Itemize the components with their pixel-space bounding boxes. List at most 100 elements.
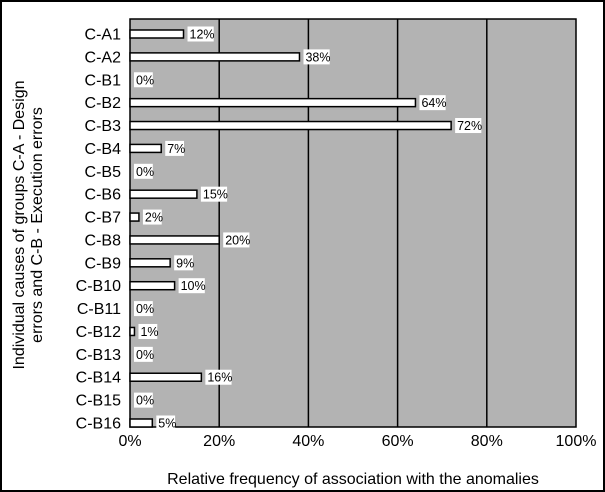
data-label-text: 10% [181,279,206,293]
plot-area [129,18,577,428]
gridlines [218,19,488,427]
data-label-box [134,72,153,88]
data-label-text: 0% [136,302,154,316]
data-label: 20% [223,232,250,248]
category-label: C-B4 [85,141,122,158]
category-label: C-A1 [85,27,122,44]
data-label-text: 15% [203,188,228,202]
data-label-text: 0% [136,73,154,87]
data-label-box [134,301,153,317]
category-label: C-B3 [85,118,122,135]
category-label: C-B14 [76,370,121,387]
bar [129,97,417,108]
data-label-text: 9% [176,256,194,270]
data-label: 0% [134,346,154,362]
category-label: C-B11 [77,301,121,318]
data-label-text: 12% [190,28,215,42]
category-label: C-B2 [85,95,122,112]
data-label-box [200,186,228,202]
category-label: C-B5 [85,164,122,181]
y-axis-title-line-1: Individual causes of groups C-A - Design [11,80,28,369]
data-label: 7% [165,140,185,156]
bar [129,143,162,154]
data-label: 72% [455,118,482,134]
data-label-text: 5% [158,417,176,431]
data-label-box [134,392,153,408]
data-label-box [142,209,162,225]
data-label-text: 16% [207,371,232,385]
data-label: 5% [156,415,176,431]
x-tick-label: 100% [556,433,597,450]
data-label: 0% [134,301,154,317]
data-label: 0% [134,163,154,179]
category-label: C-B9 [85,255,122,272]
y-axis-title: Individual causes of groups C-A - Design… [11,80,46,369]
data-labels: 12% 38% 0% 64% 72% 7% 0% 15% 2% 20% 9% 10% 0% 1% 0% 16%… [134,26,482,431]
data-label-text: 2% [145,211,163,225]
data-label: 9% [174,255,194,271]
data-label-text: 7% [167,142,185,156]
data-label: 15% [200,186,228,202]
bar [129,418,154,428]
bar [129,212,140,222]
data-label: 10% [178,278,206,294]
data-label: 0% [134,72,154,88]
bar [129,326,136,337]
category-label: C-B12 [76,324,121,341]
data-label: 64% [419,95,446,111]
category-label: C-B16 [76,416,121,433]
data-label-text: 38% [305,50,330,64]
x-tick-labels: 0% 20% 40% 60% 80% 100% [118,433,596,450]
x-tick-label: 20% [203,433,235,450]
data-label-text: 20% [225,233,250,247]
category-label: C-B7 [85,210,122,227]
category-label: C-B1 [85,72,122,89]
category-label: C-B6 [85,187,122,204]
category-label: C-B15 [76,393,121,410]
data-label-text: 0% [136,348,154,362]
category-label: C-B8 [85,232,122,249]
x-axis-title: Relative frequency of association with t… [167,471,539,488]
data-label: 1% [138,323,159,339]
data-label: 0% [134,392,154,408]
data-label: 38% [303,49,331,65]
bar [129,235,220,245]
data-label-box [303,49,330,65]
data-label-text: 0% [136,165,154,179]
x-tick-label: 40% [292,433,324,450]
bars [129,29,452,428]
data-label-box [205,369,232,385]
bar [129,52,301,62]
data-label-box [419,95,446,111]
category-label: C-A2 [85,49,122,66]
data-label-box [455,118,482,134]
x-tick-label: 0% [118,433,141,450]
data-label-box [134,163,153,179]
bar [129,280,176,291]
category-label: C-B10 [76,278,121,295]
data-label-text: 72% [457,119,482,133]
data-label: 12% [187,26,215,42]
x-tick-label: 80% [471,433,503,450]
x-tick-label: 60% [382,433,414,450]
data-label-box [165,140,185,156]
bar [129,120,452,131]
data-label-box [174,255,193,271]
data-label-box [178,278,205,294]
data-label-box [156,415,176,431]
y-axis-title-line-2: errors and C-B - Execution errors [29,107,46,343]
data-label-box [223,232,250,248]
category-labels: C-A1 C-A2 C-B1 C-B2 C-B3 C-B4 C-B5 C-B6 C-B7 C-B8… [76,27,121,433]
bar [129,372,203,382]
data-label-box [138,323,158,339]
category-label: C-B13 [76,347,121,364]
data-label-box [134,346,153,362]
bar [129,29,185,39]
data-label: 16% [205,369,232,385]
bar [129,258,171,268]
data-label: 2% [142,209,163,225]
data-label-text: 1% [140,325,158,339]
data-label-text: 64% [421,96,446,110]
